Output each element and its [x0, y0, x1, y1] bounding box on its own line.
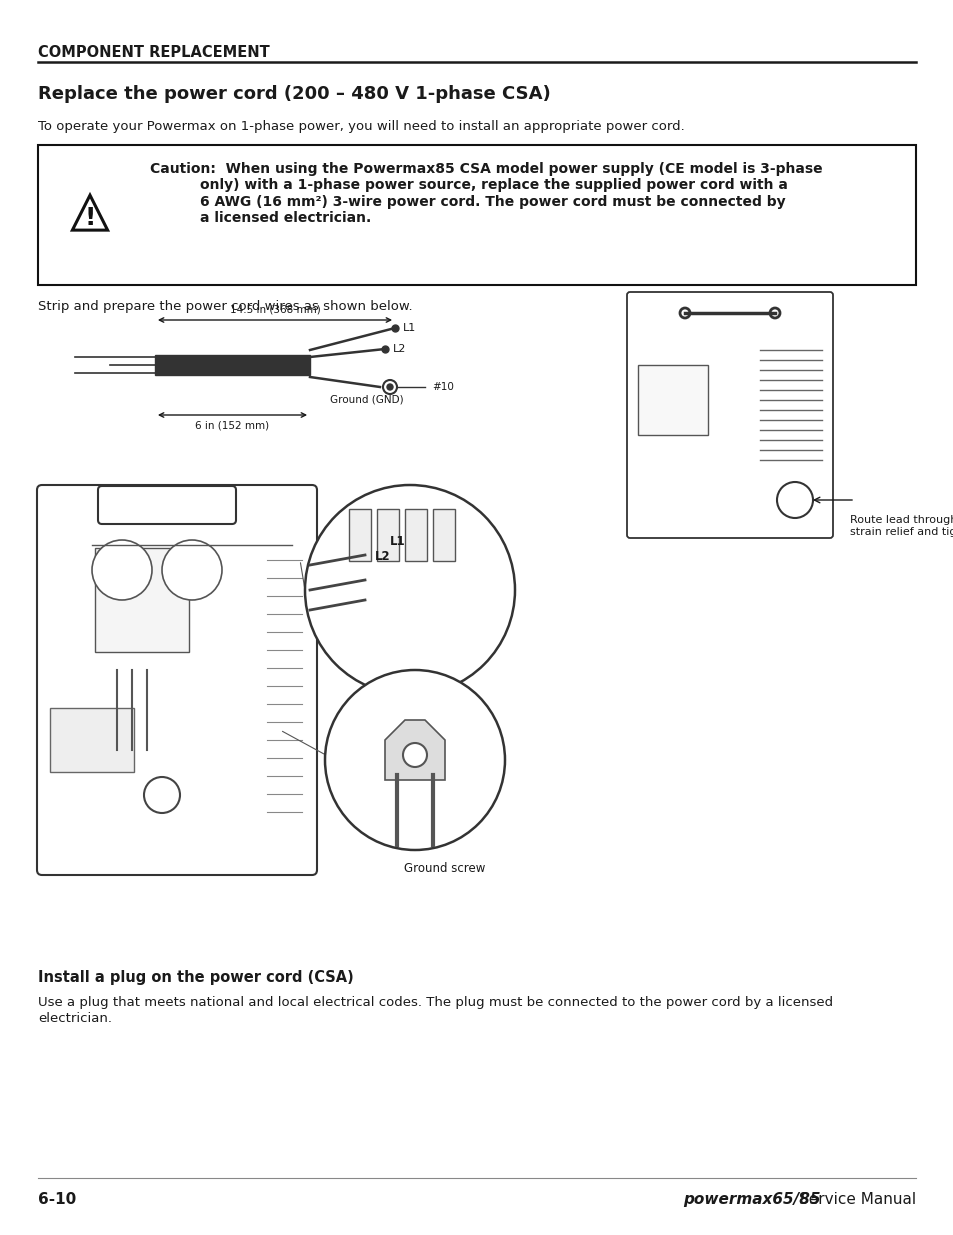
Text: 6 AWG (16 mm²) 3-wire power cord. The power cord must be connected by: 6 AWG (16 mm²) 3-wire power cord. The po… [200, 195, 785, 209]
Text: Strip and prepare the power cord wires as shown below.: Strip and prepare the power cord wires a… [38, 300, 413, 312]
FancyBboxPatch shape [626, 291, 832, 538]
Circle shape [776, 482, 812, 517]
Text: 6 in (152 mm): 6 in (152 mm) [195, 420, 270, 430]
Text: Route lead through
strain relief and tighten: Route lead through strain relief and tig… [849, 515, 953, 536]
Polygon shape [385, 720, 444, 781]
Circle shape [382, 380, 396, 394]
Circle shape [679, 308, 689, 317]
Text: COMPONENT REPLACEMENT: COMPONENT REPLACEMENT [38, 44, 270, 61]
Circle shape [387, 384, 393, 390]
FancyBboxPatch shape [98, 487, 235, 524]
Text: Caution:  When using the Powermax85 CSA model power supply (CE model is 3-phase: Caution: When using the Powermax85 CSA m… [150, 162, 821, 177]
Text: 6-10: 6-10 [38, 1192, 76, 1207]
Text: 14.5 in (368 mm): 14.5 in (368 mm) [230, 305, 320, 315]
FancyBboxPatch shape [50, 708, 133, 772]
FancyBboxPatch shape [376, 509, 398, 561]
Text: electrician.: electrician. [38, 1011, 112, 1025]
Text: powermax65/85: powermax65/85 [682, 1192, 821, 1207]
Polygon shape [72, 195, 108, 230]
FancyBboxPatch shape [37, 485, 316, 876]
Text: only) with a 1-phase power source, replace the supplied power cord with a: only) with a 1-phase power source, repla… [200, 179, 787, 193]
Circle shape [305, 485, 515, 695]
FancyBboxPatch shape [433, 509, 455, 561]
FancyBboxPatch shape [638, 366, 707, 435]
Circle shape [769, 308, 780, 317]
Text: To operate your Powermax on 1-phase power, you will need to install an appropria: To operate your Powermax on 1-phase powe… [38, 120, 684, 133]
Text: Power switch: Power switch [386, 706, 463, 720]
Circle shape [325, 671, 504, 850]
Text: L2: L2 [393, 345, 406, 354]
Text: Use a plug that meets national and local electrical codes. The plug must be conn: Use a plug that meets national and local… [38, 995, 832, 1009]
Text: Service Manual: Service Manual [798, 1192, 915, 1207]
Text: !: ! [84, 206, 95, 230]
Text: #10: #10 [432, 382, 454, 391]
FancyBboxPatch shape [405, 509, 427, 561]
Circle shape [402, 743, 427, 767]
Circle shape [144, 777, 180, 813]
Text: L2: L2 [375, 550, 390, 563]
FancyBboxPatch shape [38, 144, 915, 285]
Text: Replace the power cord (200 – 480 V 1-phase CSA): Replace the power cord (200 – 480 V 1-ph… [38, 85, 550, 103]
Text: L1: L1 [390, 535, 405, 548]
Circle shape [162, 540, 222, 600]
Text: Install a plug on the power cord (CSA): Install a plug on the power cord (CSA) [38, 969, 354, 986]
Text: Ground (GND): Ground (GND) [330, 394, 403, 404]
Text: a licensed electrician.: a licensed electrician. [200, 211, 371, 226]
Text: Ground screw: Ground screw [404, 862, 485, 876]
FancyBboxPatch shape [95, 548, 189, 652]
Circle shape [91, 540, 152, 600]
FancyBboxPatch shape [349, 509, 371, 561]
Text: L1: L1 [402, 324, 416, 333]
Bar [154, 354, 310, 375]
